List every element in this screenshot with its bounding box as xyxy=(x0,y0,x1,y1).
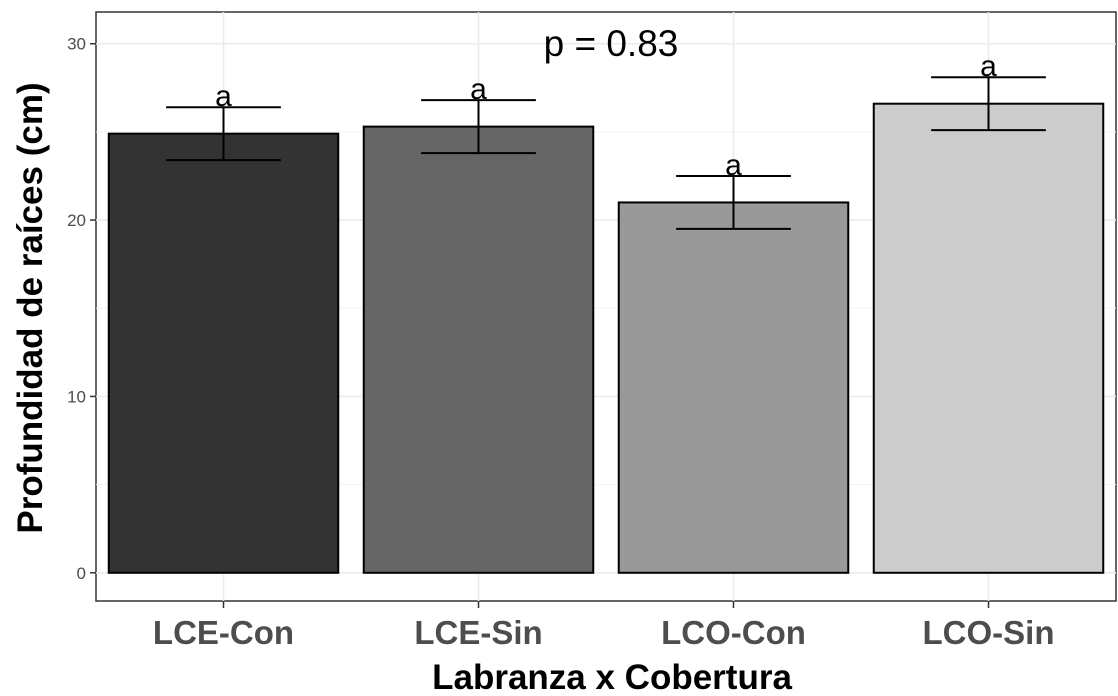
significance-letter: a xyxy=(980,50,997,83)
y-tick-label: 30 xyxy=(67,35,86,54)
y-tick-label: 0 xyxy=(77,564,86,583)
significance-letters: a a a a xyxy=(215,50,997,182)
bar xyxy=(617,201,850,574)
x-tick-label: LCO-Sin xyxy=(923,614,1055,651)
error-bars xyxy=(166,76,1046,230)
x-axis-title: Labranza x Cobertura xyxy=(432,658,792,696)
bar xyxy=(107,132,340,574)
x-tick-label: LCO-Con xyxy=(661,614,806,651)
y-axis-title: Profundidad de raíces (cm) xyxy=(11,82,50,533)
x-axis-ticks: LCE-Con LCE-Sin LCO-Con LCO-Sin xyxy=(153,601,1055,651)
bar xyxy=(362,125,595,574)
p-value-annotation: p = 0.83 xyxy=(544,23,679,64)
x-tick-label: LCE-Sin xyxy=(414,614,542,651)
significance-letter: a xyxy=(215,80,232,113)
x-tick-label: LCE-Con xyxy=(153,614,294,651)
y-axis-ticks: 0 10 20 30 xyxy=(67,35,96,583)
significance-letter: a xyxy=(725,149,742,182)
bar xyxy=(872,102,1105,574)
significance-letter: a xyxy=(470,73,487,106)
y-tick-label: 20 xyxy=(67,211,86,230)
y-tick-label: 10 xyxy=(67,387,86,406)
bars xyxy=(107,102,1105,574)
